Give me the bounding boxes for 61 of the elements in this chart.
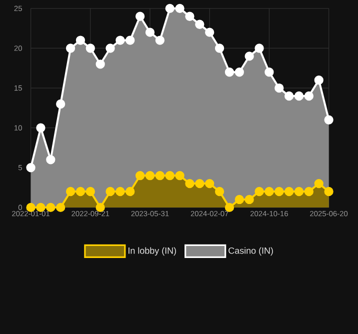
point	[76, 36, 86, 45]
point	[135, 171, 145, 180]
point	[284, 91, 294, 101]
point	[205, 178, 214, 188]
point	[46, 202, 56, 212]
legend-label: In lobby (IN)	[128, 247, 176, 256]
point	[264, 186, 274, 196]
point	[66, 44, 76, 53]
point	[106, 186, 115, 196]
point	[165, 4, 174, 14]
point	[224, 202, 234, 212]
point	[244, 52, 254, 61]
legend-label: Casino (IN)	[228, 247, 273, 256]
point	[26, 163, 36, 172]
point	[254, 186, 264, 196]
point	[145, 28, 155, 37]
point	[116, 186, 125, 196]
point	[185, 178, 194, 188]
point	[86, 186, 95, 196]
point	[234, 194, 244, 204]
point	[195, 20, 204, 29]
point	[106, 44, 115, 53]
point	[294, 91, 304, 101]
point	[234, 68, 244, 77]
point	[135, 12, 145, 21]
point	[214, 186, 224, 196]
point	[304, 91, 314, 101]
point	[244, 194, 254, 204]
point	[324, 115, 334, 124]
point	[116, 36, 125, 45]
point	[145, 171, 155, 180]
point	[165, 171, 174, 180]
point	[294, 186, 304, 196]
point	[274, 83, 284, 93]
point	[175, 4, 184, 14]
point	[126, 186, 135, 196]
point	[224, 68, 234, 77]
point	[284, 186, 294, 196]
point	[66, 186, 76, 196]
point	[205, 28, 214, 37]
point	[314, 75, 324, 85]
point	[86, 44, 95, 53]
point	[324, 186, 334, 196]
point	[274, 186, 284, 196]
point	[264, 68, 274, 77]
point	[314, 178, 324, 188]
point	[214, 44, 224, 53]
point	[56, 202, 66, 212]
point	[46, 155, 56, 164]
point	[56, 99, 66, 109]
point	[155, 36, 165, 45]
point	[175, 171, 184, 180]
point	[195, 178, 204, 188]
point	[36, 123, 46, 132]
point	[254, 44, 264, 53]
point	[155, 171, 165, 180]
point	[126, 36, 135, 45]
point	[76, 186, 86, 196]
point	[185, 12, 194, 21]
point	[96, 60, 105, 69]
point	[304, 186, 314, 196]
